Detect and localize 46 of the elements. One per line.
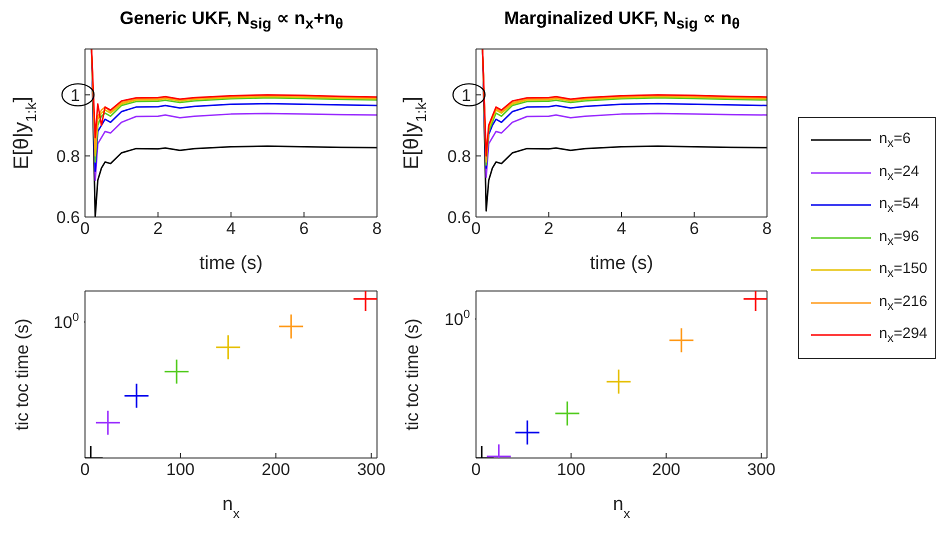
point: [216, 335, 240, 360]
legend-label: n$_{x}$=150: [879, 260, 928, 280]
x-axis-title: time (s): [199, 253, 263, 274]
x-tick-label: 0: [471, 219, 481, 238]
legend-label: n$_{x}$=54: [879, 195, 920, 216]
chart-title: Generic UKF, N$_{sig}$ ∝ n$_{x}$+n$_{θ}$: [118, 8, 344, 33]
x-tick-label: 300: [747, 460, 776, 480]
y-tick-label: 0.6: [447, 208, 471, 227]
x-tick-label: 300: [357, 460, 386, 480]
x-axis-title: n$_{x}$: [222, 494, 240, 520]
legend-label: n$_{x}$=96: [879, 228, 920, 248]
x-tick-label: 100: [556, 460, 586, 480]
x-tick-label: 4: [226, 219, 236, 238]
legend-label: n$_{x}$=6: [879, 130, 911, 150]
text: 10$^{0}$: [53, 310, 80, 332]
x-axis-title: n$_{x}$: [612, 494, 630, 520]
legend-label: n$_{x}$=294: [879, 325, 928, 346]
y-tick-label: 0.8: [56, 146, 80, 166]
x-axis-title: time (s): [590, 253, 654, 274]
y-axis-title: tic toc time (s): [12, 318, 32, 431]
point: [96, 410, 120, 435]
x-tick-label: 6: [299, 219, 309, 238]
x-tick-label: 200: [262, 460, 290, 480]
y-tick-label: 1: [462, 86, 471, 105]
text: 10$^{0}$: [444, 307, 470, 329]
x-tick-label: 100: [166, 460, 195, 480]
x-tick-label: 2: [544, 219, 554, 238]
x-tick-label: 0: [471, 460, 481, 480]
y-tick-label: 0.6: [56, 208, 80, 227]
x-tick-label: 6: [690, 219, 699, 238]
y-axis-title: tic toc time (s): [402, 318, 422, 431]
y-tick-label: 1: [70, 86, 80, 105]
legend-label: n$_{x}$=216: [879, 292, 928, 313]
x-tick-label: 8: [372, 219, 382, 238]
x-tick-label: 200: [652, 460, 680, 480]
legend-label: n$_{x}$=24: [879, 162, 920, 183]
point: [124, 384, 149, 408]
chart-title: Marginalized UKF, N$_{sig}$ ∝ n$_{θ}$: [503, 8, 741, 33]
point: [279, 314, 304, 338]
x-tick-label: 4: [616, 219, 626, 238]
x-tick-label: 0: [80, 460, 90, 480]
x-tick-label: 8: [762, 219, 772, 238]
y-tick-label: 0.8: [447, 146, 471, 166]
point: [164, 360, 189, 384]
x-tick-label: 0: [80, 219, 90, 238]
x-tick-label: 2: [153, 219, 163, 238]
